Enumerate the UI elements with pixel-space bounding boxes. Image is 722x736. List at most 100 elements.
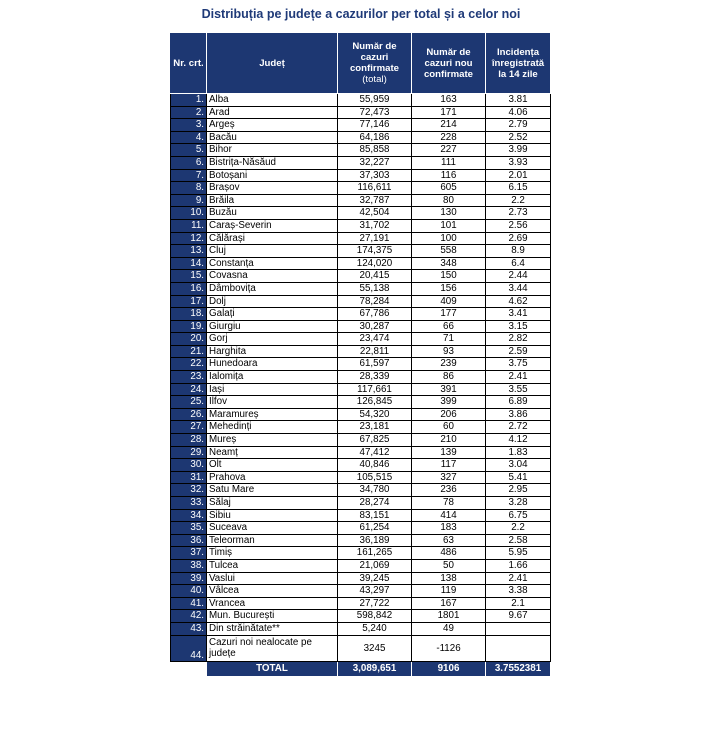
total-cases: 55,959 — [337, 93, 412, 107]
new-cases: 163 — [411, 93, 486, 107]
new-cases: 93 — [411, 344, 486, 359]
incidence-14d: 2.79 — [485, 118, 551, 132]
new-cases: 210 — [411, 433, 486, 447]
county-name: Teleorman — [206, 533, 338, 548]
total-cases: 64,186 — [337, 130, 412, 145]
county-name: Giurgiu — [206, 319, 338, 334]
header-total: Număr de cazuri confirmate (total) — [337, 32, 412, 94]
incidence-14d: 5.41 — [485, 470, 551, 485]
header-judet: Județ — [206, 32, 338, 94]
new-cases: 399 — [411, 395, 486, 409]
county-name: Neamț — [206, 445, 338, 460]
incidence-14d: 3.93 — [485, 155, 551, 170]
row-number: 5. — [170, 143, 207, 157]
total-cases: 27,722 — [337, 596, 412, 611]
row-number: 39. — [170, 571, 207, 586]
new-cases: 80 — [411, 193, 486, 208]
county-name: Olt — [206, 458, 338, 472]
new-cases: 236 — [411, 483, 486, 497]
row-number: 2. — [170, 105, 207, 120]
new-cases: 60 — [411, 420, 486, 435]
row-number: 18. — [170, 307, 207, 321]
new-cases: 63 — [411, 533, 486, 548]
incidence-14d: 3.86 — [485, 407, 551, 422]
county-name: Caraș-Severin — [206, 218, 338, 233]
new-cases: 138 — [411, 571, 486, 586]
new-cases: 86 — [411, 370, 486, 384]
county-name: Din străinătate** — [206, 621, 338, 636]
county-name: Tulcea — [206, 558, 338, 573]
county-name: Brașov — [206, 181, 338, 195]
table-row: 12. Călărași 27,191 100 2.69 — [170, 231, 551, 246]
county-name: Maramureș — [206, 407, 338, 422]
total-cases: 21,069 — [337, 558, 412, 573]
row-number: 40. — [170, 584, 207, 598]
total-cases: 78,284 — [337, 294, 412, 309]
county-name: Timiș — [206, 546, 338, 560]
new-cases: 206 — [411, 407, 486, 422]
total-cases: 67,786 — [337, 307, 412, 321]
incidence-14d: 2.1 — [485, 596, 551, 611]
new-cases: 177 — [411, 307, 486, 321]
row-number: 29. — [170, 445, 207, 460]
row-number: 38. — [170, 558, 207, 573]
incidence-14d: 3.41 — [485, 307, 551, 321]
total-cases: 42,504 — [337, 206, 412, 220]
row-number: 44. — [170, 634, 207, 662]
total-cases: 72,473 — [337, 105, 412, 120]
row-number: 30. — [170, 458, 207, 472]
incidence-14d: 2.59 — [485, 344, 551, 359]
incidence-14d: 4.62 — [485, 294, 551, 309]
table-body: 1. Alba 55,959 163 3.81 2. Arad 72,473 171 4.06 3.… — [170, 93, 551, 662]
county-name: Harghita — [206, 344, 338, 359]
incidence-14d: 3.55 — [485, 382, 551, 397]
total-cases: 5,240 — [337, 621, 412, 636]
table-header-row: Nr. crt. Județ Număr de cazuri confirmat… — [170, 32, 551, 94]
new-cases: 486 — [411, 546, 486, 560]
row-number: 24. — [170, 382, 207, 397]
county-name: Vrancea — [206, 596, 338, 611]
total-cases: 23,181 — [337, 420, 412, 435]
new-cases: 171 — [411, 105, 486, 120]
county-name: Brăila — [206, 193, 338, 208]
county-name: Constanța — [206, 256, 338, 271]
county-name: Bistrița-Năsăud — [206, 155, 338, 170]
new-cases: 605 — [411, 181, 486, 195]
total-cases: 116,611 — [337, 181, 412, 195]
new-cases: 1801 — [411, 609, 486, 623]
row-number: 19. — [170, 319, 207, 334]
new-cases: 101 — [411, 218, 486, 233]
incidence-14d: 2.69 — [485, 231, 551, 246]
new-cases: 150 — [411, 269, 486, 283]
row-number: 34. — [170, 508, 207, 523]
new-cases: 78 — [411, 496, 486, 510]
table-row: 29. Neamț 47,412 139 1.83 — [170, 445, 551, 460]
row-number: 35. — [170, 521, 207, 535]
row-number: 7. — [170, 168, 207, 183]
incidence-14d — [485, 621, 551, 636]
incidence-14d: 6.75 — [485, 508, 551, 523]
total-cases: 36,189 — [337, 533, 412, 548]
row-number: 33. — [170, 496, 207, 510]
total-cases: 28,339 — [337, 370, 412, 384]
incidence-14d: 9.67 — [485, 609, 551, 623]
total-row: TOTAL 3,089,651 9106 3.7552381 — [170, 660, 551, 677]
total-cases: 83,151 — [337, 508, 412, 523]
row-number: 23. — [170, 370, 207, 384]
new-cases: 348 — [411, 256, 486, 271]
row-number: 37. — [170, 546, 207, 560]
row-number: 10. — [170, 206, 207, 220]
county-name: Ilfov — [206, 395, 338, 409]
total-cases: 174,375 — [337, 244, 412, 258]
new-cases: 50 — [411, 558, 486, 573]
county-name: Gorj — [206, 332, 338, 346]
incidence-14d: 1.83 — [485, 445, 551, 460]
county-name: Botoșani — [206, 168, 338, 183]
total-cases: 117,661 — [337, 382, 412, 397]
total-cases: 85,858 — [337, 143, 412, 157]
total-cases: 54,320 — [337, 407, 412, 422]
total-cases: 43,297 — [337, 584, 412, 598]
total-cases: 32,787 — [337, 193, 412, 208]
row-number: 15. — [170, 269, 207, 283]
header-total-sub: (total) — [362, 74, 387, 85]
